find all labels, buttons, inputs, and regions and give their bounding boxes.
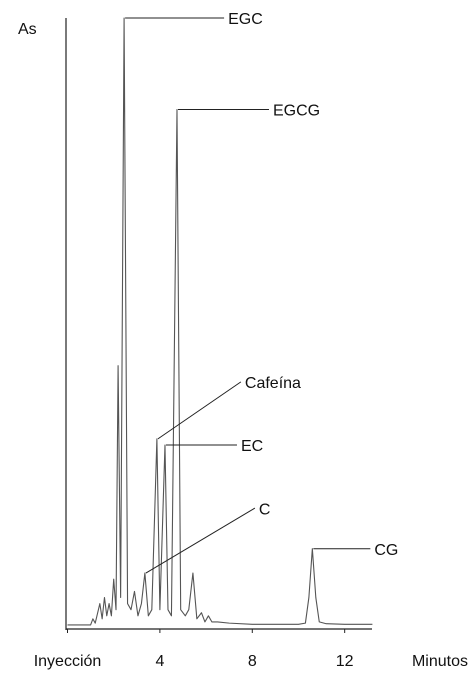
peak-label: CG — [374, 542, 398, 559]
x-axis-label: Minutos — [412, 653, 468, 670]
leader-line — [157, 381, 242, 440]
peak-label: EC — [241, 438, 263, 455]
peak-label: EGCG — [273, 103, 320, 120]
x-tick-label: 4 — [155, 653, 164, 670]
chromatogram-trace — [67, 17, 373, 626]
x-tick-label: Inyección — [34, 653, 102, 670]
x-tick-label: 8 — [248, 653, 257, 670]
peak-label: C — [259, 501, 271, 518]
x-tick-label: 12 — [336, 653, 354, 670]
peak-label: EGC — [228, 11, 263, 28]
y-axis-label: As — [18, 21, 37, 38]
peak-label: Cafeína — [245, 375, 301, 392]
leader-line — [145, 507, 256, 574]
